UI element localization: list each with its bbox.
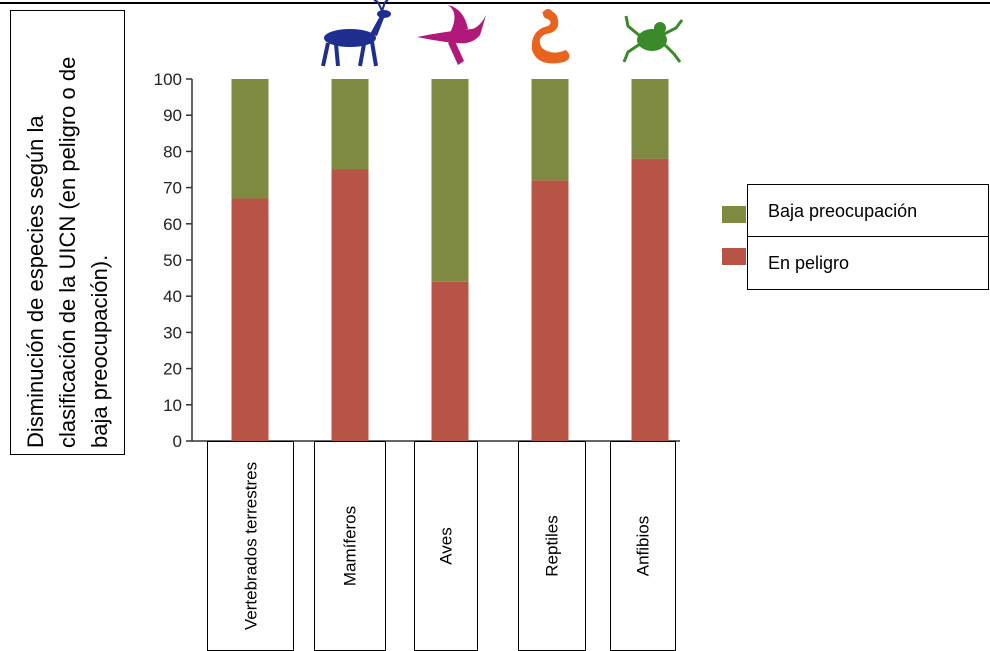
bar-segment-en-peligro bbox=[631, 158, 669, 441]
bar-segment-en-peligro bbox=[331, 169, 369, 441]
frog-icon bbox=[622, 15, 684, 63]
legend-item-peligro: En peligro bbox=[747, 236, 989, 290]
category-label: Anfibios bbox=[633, 515, 653, 577]
legend-swatch-peligro bbox=[722, 248, 746, 265]
category-label: Vertebrados terrestres bbox=[241, 461, 260, 631]
y-tick-label: 20 bbox=[163, 360, 182, 379]
bar-segment-en-peligro bbox=[231, 198, 269, 441]
y-tick-label: 40 bbox=[163, 287, 182, 306]
bar-segment-baja-preocupacion bbox=[631, 79, 669, 159]
category-box-anfibios: Anfibios bbox=[610, 441, 676, 651]
y-tick-label: 0 bbox=[173, 432, 182, 451]
category-box-mamiferos: Mamíferos bbox=[314, 441, 386, 651]
y-tick-label: 10 bbox=[163, 396, 182, 415]
category-label: Mamíferos bbox=[340, 505, 360, 587]
top-rule bbox=[0, 2, 990, 4]
bar-segment-baja-preocupacion bbox=[531, 79, 569, 181]
bar-segment-baja-preocupacion bbox=[431, 79, 469, 282]
bar-segment-baja-preocupacion bbox=[231, 79, 269, 199]
bird-icon bbox=[417, 5, 486, 65]
y-tick-label: 90 bbox=[163, 106, 182, 125]
legend-item-baja: Baja preocupación bbox=[747, 184, 989, 238]
category-box-aves: Aves bbox=[414, 441, 478, 651]
y-axis-label-box: Disminución de especies según la clasifi… bbox=[10, 10, 125, 455]
y-tick-label: 80 bbox=[163, 142, 182, 161]
legend-swatch-baja bbox=[722, 206, 746, 223]
category-box-vertebrados: Vertebrados terrestres bbox=[207, 441, 294, 651]
y-tick-label: 100 bbox=[154, 70, 182, 89]
y-tick-label: 60 bbox=[163, 215, 182, 234]
y-tick-label: 50 bbox=[163, 251, 182, 270]
deer-icon bbox=[321, 0, 391, 67]
bar-segment-en-peligro bbox=[431, 281, 469, 441]
bar-segment-en-peligro bbox=[531, 180, 569, 442]
snake-icon bbox=[531, 9, 570, 64]
bar-segment-baja-preocupacion bbox=[331, 79, 369, 170]
category-box-reptiles: Reptiles bbox=[518, 441, 586, 651]
category-label: Reptiles bbox=[542, 515, 562, 577]
category-label: Aves bbox=[436, 527, 456, 565]
y-tick-label: 70 bbox=[163, 179, 182, 198]
y-tick-label: 30 bbox=[163, 323, 182, 342]
